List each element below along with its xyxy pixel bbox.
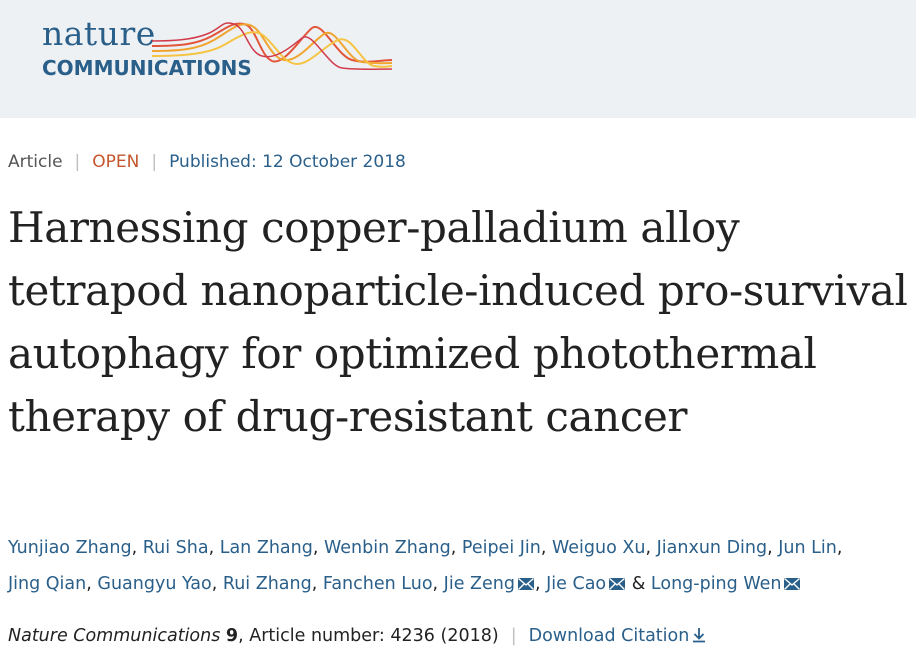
logo-word-communications: COMMUNICATIONS	[42, 56, 252, 80]
article-number: , Article number: 4236 (2018)	[238, 626, 499, 646]
author-link[interactable]: Jianxun Ding	[657, 538, 767, 558]
author-name: Peipei Jin	[461, 538, 541, 558]
article-type: Article	[8, 152, 63, 172]
author-link[interactable]: Fanchen Luo	[323, 574, 433, 594]
author-separator: ,	[767, 538, 779, 558]
article-title: Harnessing copper-palladium alloy tetrap…	[8, 203, 908, 441]
author-separator: ,	[312, 538, 324, 558]
author-link[interactable]: Weiguo Xu	[552, 538, 645, 558]
author-link[interactable]: Wenbin Zhang	[324, 538, 451, 558]
author-name: Rui Sha	[142, 538, 209, 558]
author-separator: ,	[534, 574, 547, 594]
journal-logo[interactable]: nature COMMUNICATIONS	[40, 14, 400, 86]
masthead: nature COMMUNICATIONS	[0, 0, 916, 118]
meta-divider: |	[74, 152, 81, 172]
author-link[interactable]: Jun Lin	[778, 538, 837, 558]
author-link[interactable]: Jie Zeng	[444, 574, 535, 594]
download-citation-label: Download Citation	[528, 626, 690, 646]
author-separator: ,	[836, 538, 843, 558]
author-name: Long-ping Wen	[650, 574, 782, 594]
author-link[interactable]: Long-ping Wen	[651, 574, 802, 594]
author-link[interactable]: Guangyu Yao	[97, 574, 211, 594]
download-icon	[693, 628, 706, 643]
author-name: Jun Lin	[778, 538, 837, 558]
author-list: Yunjiao Zhang, Rui Sha, Lan Zhang, Wenbi…	[8, 530, 913, 602]
author-link[interactable]: Jie Cao	[546, 574, 626, 594]
author-separator: ,	[311, 574, 323, 594]
citation-divider: |	[510, 626, 517, 646]
author-separator: ,	[432, 574, 444, 594]
open-access-badge: OPEN	[92, 152, 140, 172]
author-name: Jie Zeng	[443, 574, 515, 594]
author-name: Jie Cao	[546, 574, 607, 594]
author-link[interactable]: Peipei Jin	[462, 538, 541, 558]
author-separator: ,	[645, 538, 657, 558]
author-name: Guangyu Yao	[97, 574, 212, 594]
author-link[interactable]: Lan Zhang	[220, 538, 313, 558]
article-meta: Article | OPEN | Published: 12 October 2018	[8, 150, 406, 174]
author-separator: ,	[86, 574, 98, 594]
citation-line: Nature Communications 9, Article number:…	[8, 622, 706, 650]
author-name: Rui Zhang	[222, 574, 312, 594]
author-separator: ,	[450, 538, 462, 558]
author-separator: ,	[540, 538, 553, 558]
author-link[interactable]: Yunjiao Zhang	[8, 538, 132, 558]
author-separator: &	[626, 574, 651, 594]
author-name: Weiguo Xu	[552, 538, 646, 558]
mail-icon[interactable]	[608, 577, 626, 591]
journal-name: Nature Communications	[8, 626, 221, 646]
author-name: Jianxun Ding	[656, 538, 768, 558]
author-link[interactable]: Rui Zhang	[223, 574, 312, 594]
mail-icon[interactable]	[783, 577, 801, 591]
meta-divider: |	[151, 152, 158, 172]
mail-icon[interactable]	[517, 577, 535, 591]
author-separator: ,	[211, 574, 223, 594]
logo-word-nature: nature	[42, 14, 156, 53]
author-name: Jing Qian	[8, 574, 87, 594]
author-name: Fanchen Luo	[322, 574, 433, 594]
author-name: Wenbin Zhang	[323, 538, 451, 558]
author-link[interactable]: Jing Qian	[8, 574, 86, 594]
download-citation-link[interactable]: Download Citation	[529, 626, 707, 646]
author-link[interactable]: Rui Sha	[143, 538, 209, 558]
volume-number: 9	[225, 626, 239, 646]
author-name: Yunjiao Zhang	[8, 538, 132, 558]
author-name: Lan Zhang	[219, 538, 313, 558]
published-date: Published: 12 October 2018	[169, 152, 406, 172]
author-separator: ,	[131, 538, 143, 558]
author-separator: ,	[208, 538, 220, 558]
logo-waves-icon	[152, 22, 393, 70]
